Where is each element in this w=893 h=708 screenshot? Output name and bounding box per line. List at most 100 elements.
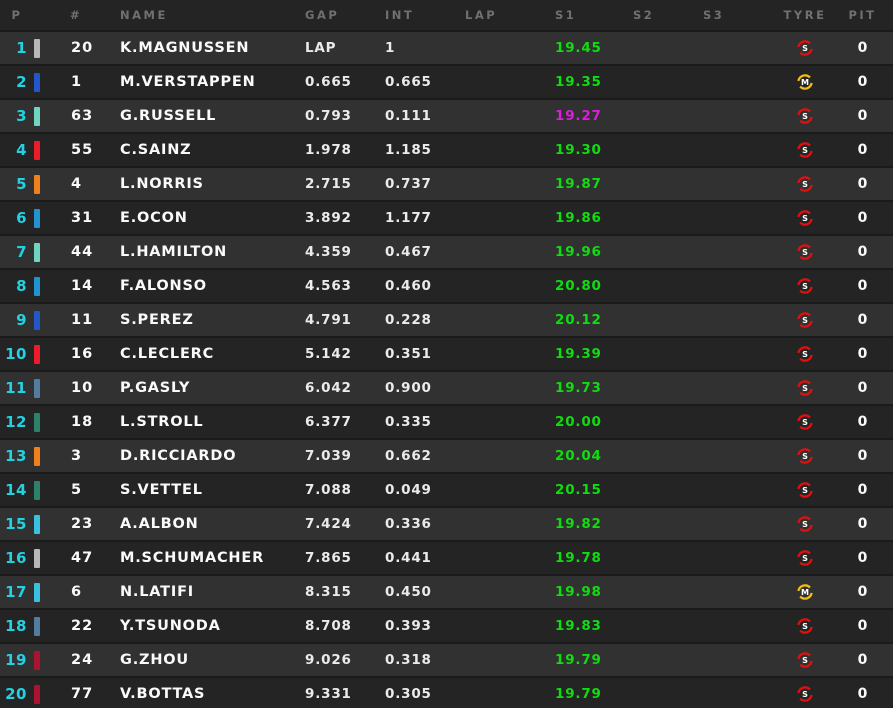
pit-count: 0 <box>857 618 868 634</box>
table-row[interactable]: 19 24 G.ZHOU 9.026 0.318 19.791 S 0 <box>0 644 893 676</box>
driver-number: 6 <box>71 584 83 600</box>
gap-value: 5.142 <box>305 346 352 362</box>
team-color-bar <box>34 38 48 58</box>
interval-value: 0.441 <box>385 550 432 566</box>
table-row[interactable]: 17 6 N.LATIFI 8.315 0.450 19.983 M 0 <box>0 576 893 608</box>
pit-count: 0 <box>857 74 868 90</box>
sector1-time: 19.791 <box>555 652 602 668</box>
svg-text:S: S <box>802 417 808 427</box>
sector1-time: 19.732 <box>555 380 602 396</box>
table-row[interactable]: 9 11 S.PEREZ 4.791 0.228 20.129 S 0 <box>0 304 893 336</box>
position-number: 7 <box>16 243 27 261</box>
pit-count: 0 <box>857 448 868 464</box>
table-row[interactable]: 5 4 L.NORRIS 2.715 0.737 19.873 S 0 <box>0 168 893 200</box>
gap-value: 9.331 <box>305 686 352 702</box>
driver-number: 77 <box>71 686 94 702</box>
table-row[interactable]: 10 16 C.LECLERC 5.142 0.351 19.392 S 0 <box>0 338 893 370</box>
driver-number: 5 <box>71 482 83 498</box>
interval-value: 0.336 <box>385 516 432 532</box>
pit-count: 0 <box>857 176 868 192</box>
team-color-bar <box>34 344 48 364</box>
team-color-bar <box>34 140 48 160</box>
sector1-time: 19.873 <box>555 176 602 192</box>
tyre-compound-icon: S <box>778 379 832 397</box>
tyre-compound-icon: S <box>778 413 832 431</box>
driver-number: 14 <box>71 278 94 294</box>
column-header-interval: INT <box>385 8 415 22</box>
position-number: 13 <box>5 447 27 465</box>
column-header-pit: PIT <box>848 8 877 22</box>
gap-value: 7.088 <box>305 482 352 498</box>
sector1-time: 20.158 <box>555 482 602 498</box>
svg-text:S: S <box>802 111 808 121</box>
position-number: 11 <box>5 379 27 397</box>
driver-name: D.RICCIARDO <box>120 448 237 464</box>
team-color-bar <box>34 310 48 330</box>
table-row[interactable]: 14 5 S.VETTEL 7.088 0.049 20.158 S 0 <box>0 474 893 506</box>
pit-count: 0 <box>857 346 868 362</box>
position-number: 15 <box>5 515 27 533</box>
driver-name: K.MAGNUSSEN <box>120 40 250 56</box>
table-row[interactable]: 18 22 Y.TSUNODA 8.708 0.393 19.833 S 0 <box>0 610 893 642</box>
sector1-time: 19.455 <box>555 40 602 56</box>
gap-value: 7.039 <box>305 448 352 464</box>
table-row[interactable]: 4 55 C.SAINZ 1.978 1.185 19.300 S 0 <box>0 134 893 166</box>
driver-number: 18 <box>71 414 94 430</box>
tyre-compound-icon: S <box>778 209 832 227</box>
sector1-time: 19.866 <box>555 210 602 226</box>
table-row[interactable]: 6 31 E.OCON 3.892 1.177 19.866 S 0 <box>0 202 893 234</box>
driver-name: M.SCHUMACHER <box>120 550 265 566</box>
table-row[interactable]: 12 18 L.STROLL 6.377 0.335 20.005 S 0 <box>0 406 893 438</box>
interval-value: 0.460 <box>385 278 432 294</box>
driver-number: 23 <box>71 516 94 532</box>
table-row[interactable]: 3 63 G.RUSSELL 0.793 0.111 19.275 S 0 <box>0 100 893 132</box>
position-number: 16 <box>5 549 27 567</box>
pit-count: 0 <box>857 142 868 158</box>
table-row[interactable]: 2 1 M.VERSTAPPEN 0.665 0.665 19.359 M 0 <box>0 66 893 98</box>
tyre-compound-icon: S <box>778 651 832 669</box>
driver-name: G.ZHOU <box>120 652 189 668</box>
pit-count: 0 <box>857 516 868 532</box>
position-number: 8 <box>16 277 27 295</box>
table-row[interactable]: 7 44 L.HAMILTON 4.359 0.467 19.965 S 0 <box>0 236 893 268</box>
svg-text:S: S <box>802 213 808 223</box>
interval-value: 0.467 <box>385 244 432 260</box>
table-row[interactable]: 16 47 M.SCHUMACHER 7.865 0.441 19.780 S … <box>0 542 893 574</box>
pit-count: 0 <box>857 278 868 294</box>
position-number: 20 <box>5 685 27 703</box>
tyre-compound-icon: S <box>778 277 832 295</box>
pit-count: 0 <box>857 686 868 702</box>
position-number: 12 <box>5 413 27 431</box>
svg-text:S: S <box>802 43 808 53</box>
team-color-bar <box>34 208 48 228</box>
table-row[interactable]: 1 20 K.MAGNUSSEN LAP 1 19.455 S 0 <box>0 32 893 64</box>
team-color-bar <box>34 446 48 466</box>
driver-name: V.BOTTAS <box>120 686 206 702</box>
position-number: 6 <box>16 209 27 227</box>
pit-count: 0 <box>857 312 868 328</box>
sector1-time: 19.780 <box>555 550 602 566</box>
sector1-time: 19.791 <box>555 686 602 702</box>
position-number: 2 <box>16 73 27 91</box>
table-row[interactable]: 15 23 A.ALBON 7.424 0.336 19.828 S 0 <box>0 508 893 540</box>
table-row[interactable]: 11 10 P.GASLY 6.042 0.900 19.732 S 0 <box>0 372 893 404</box>
driver-number: 44 <box>71 244 94 260</box>
gap-value: 7.865 <box>305 550 352 566</box>
team-color-bar <box>34 480 48 500</box>
table-row[interactable]: 8 14 F.ALONSO 4.563 0.460 20.800 S 0 <box>0 270 893 302</box>
interval-value: 0.335 <box>385 414 432 430</box>
svg-text:S: S <box>802 315 808 325</box>
driver-name: E.OCON <box>120 210 188 226</box>
svg-text:M: M <box>801 587 809 597</box>
driver-number: 4 <box>71 176 83 192</box>
driver-number: 20 <box>71 40 94 56</box>
pit-count: 0 <box>857 40 868 56</box>
table-row[interactable]: 13 3 D.RICCIARDO 7.039 0.662 20.044 S 0 <box>0 440 893 472</box>
gap-value: 6.377 <box>305 414 352 430</box>
driver-name: A.ALBON <box>120 516 199 532</box>
sector1-time: 20.044 <box>555 448 602 464</box>
table-row[interactable]: 20 77 V.BOTTAS 9.331 0.305 19.791 S 0 <box>0 678 893 708</box>
position-number: 18 <box>5 617 27 635</box>
driver-number: 47 <box>71 550 94 566</box>
